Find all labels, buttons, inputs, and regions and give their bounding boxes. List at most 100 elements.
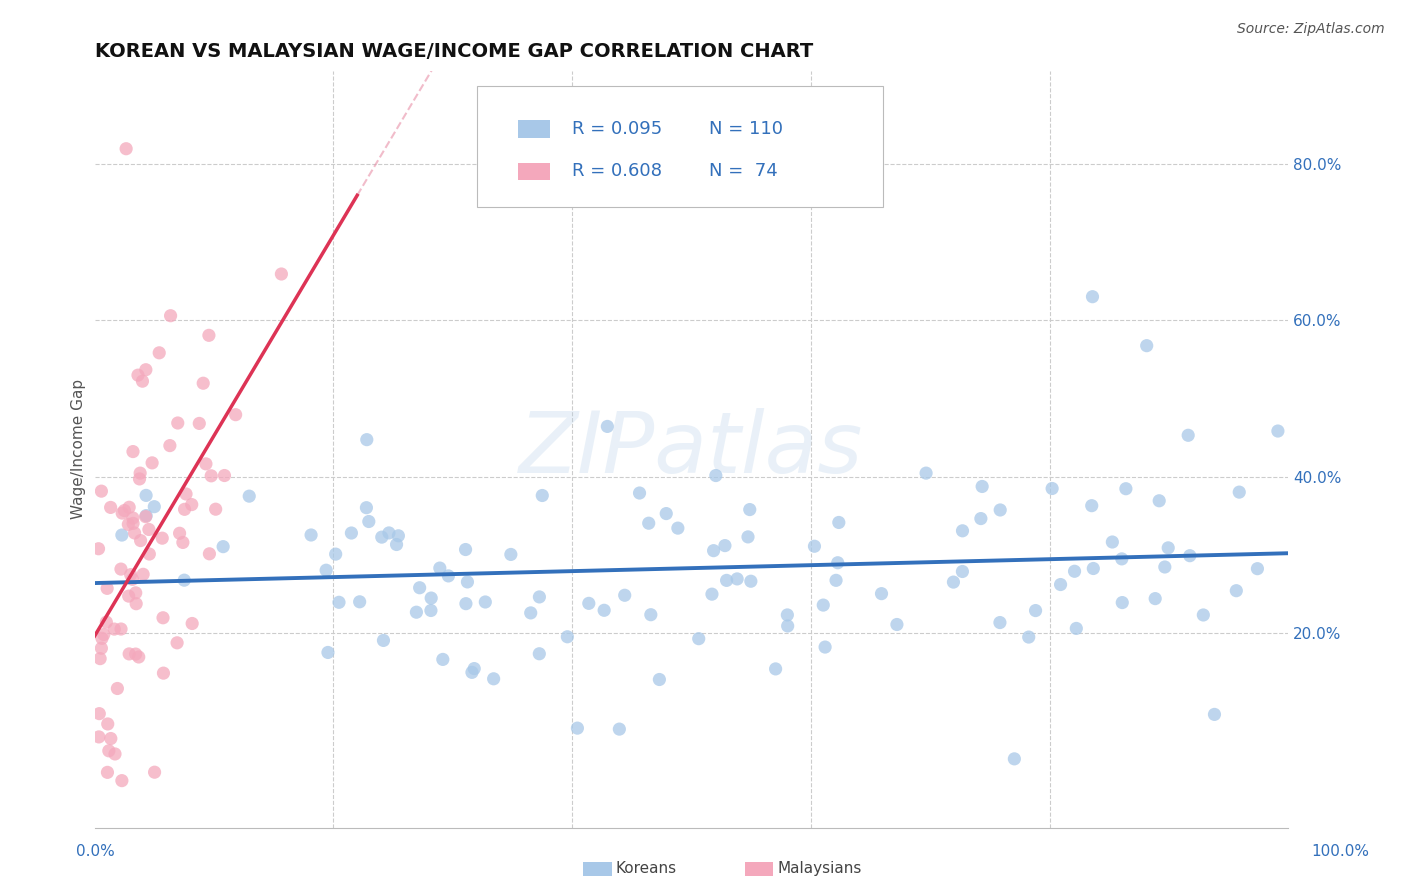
Point <box>1144 591 1167 606</box>
Point <box>357 515 380 529</box>
Point <box>1115 482 1137 496</box>
Point <box>1267 424 1289 438</box>
Point <box>110 622 132 636</box>
Point <box>198 547 221 561</box>
Point <box>127 368 149 383</box>
Point <box>952 524 974 538</box>
Point <box>814 640 837 654</box>
Point <box>952 565 974 579</box>
Point <box>91 632 114 646</box>
Bar <box>519 163 550 180</box>
Point <box>725 572 748 586</box>
Point <box>737 530 759 544</box>
Point <box>166 636 188 650</box>
Point <box>96 615 118 629</box>
Point <box>419 603 441 617</box>
Point <box>567 721 589 735</box>
Point <box>131 374 153 388</box>
Point <box>97 744 120 758</box>
Point <box>405 605 427 619</box>
Point <box>1147 493 1170 508</box>
Point <box>166 416 188 430</box>
Point <box>121 572 143 586</box>
Point <box>143 500 166 514</box>
Point <box>716 574 738 588</box>
Bar <box>519 120 550 138</box>
Text: N = 110: N = 110 <box>710 120 783 138</box>
Point <box>714 539 737 553</box>
Point <box>135 508 157 523</box>
Point <box>463 662 485 676</box>
Point <box>1080 499 1102 513</box>
Point <box>96 765 118 780</box>
Point <box>765 662 787 676</box>
Point <box>138 523 160 537</box>
Point <box>129 533 152 548</box>
Point <box>100 731 122 746</box>
Point <box>1040 482 1063 496</box>
Point <box>371 530 394 544</box>
Point <box>813 598 835 612</box>
Point <box>89 651 111 665</box>
Point <box>988 615 1011 630</box>
Point <box>143 765 166 780</box>
Point <box>87 730 110 744</box>
Text: 0.0%: 0.0% <box>76 845 115 859</box>
Point <box>316 645 339 659</box>
Point <box>152 611 174 625</box>
FancyBboxPatch shape <box>477 86 883 207</box>
Point <box>193 376 215 391</box>
Point <box>1153 560 1175 574</box>
Point <box>212 540 235 554</box>
Point <box>118 647 141 661</box>
Point <box>1204 707 1226 722</box>
Point <box>120 567 142 582</box>
Text: N =  74: N = 74 <box>710 162 778 180</box>
Point <box>100 500 122 515</box>
Point <box>141 456 163 470</box>
Point <box>325 547 347 561</box>
Point <box>1227 485 1250 500</box>
Point <box>870 587 893 601</box>
Point <box>214 468 236 483</box>
Point <box>648 673 671 687</box>
Point <box>456 574 478 589</box>
Point <box>474 595 496 609</box>
Point <box>776 607 799 622</box>
Point <box>132 567 155 582</box>
Point <box>115 142 138 156</box>
Point <box>640 607 662 622</box>
Point <box>111 773 134 788</box>
Point <box>1225 583 1247 598</box>
Point <box>340 526 363 541</box>
Point <box>420 591 443 605</box>
Point <box>125 597 148 611</box>
Point <box>454 542 477 557</box>
Point <box>972 479 994 493</box>
Text: Malaysians: Malaysians <box>778 862 862 876</box>
Point <box>172 535 194 549</box>
Point <box>198 328 221 343</box>
Point <box>87 541 110 556</box>
Point <box>519 606 541 620</box>
Point <box>299 528 322 542</box>
Point <box>169 526 191 541</box>
Point <box>138 547 160 561</box>
Point <box>349 595 371 609</box>
Point <box>111 506 134 520</box>
Point <box>315 563 337 577</box>
Point <box>1136 339 1159 353</box>
Point <box>688 632 710 646</box>
Point <box>1063 564 1085 578</box>
Point <box>103 622 125 636</box>
Point <box>152 666 174 681</box>
Point <box>825 574 848 588</box>
Point <box>499 548 522 562</box>
Point <box>970 511 993 525</box>
Point <box>1111 596 1133 610</box>
Text: Koreans: Koreans <box>616 862 676 876</box>
Point <box>578 596 600 610</box>
Point <box>637 516 659 531</box>
Point <box>828 516 851 530</box>
Point <box>180 498 202 512</box>
